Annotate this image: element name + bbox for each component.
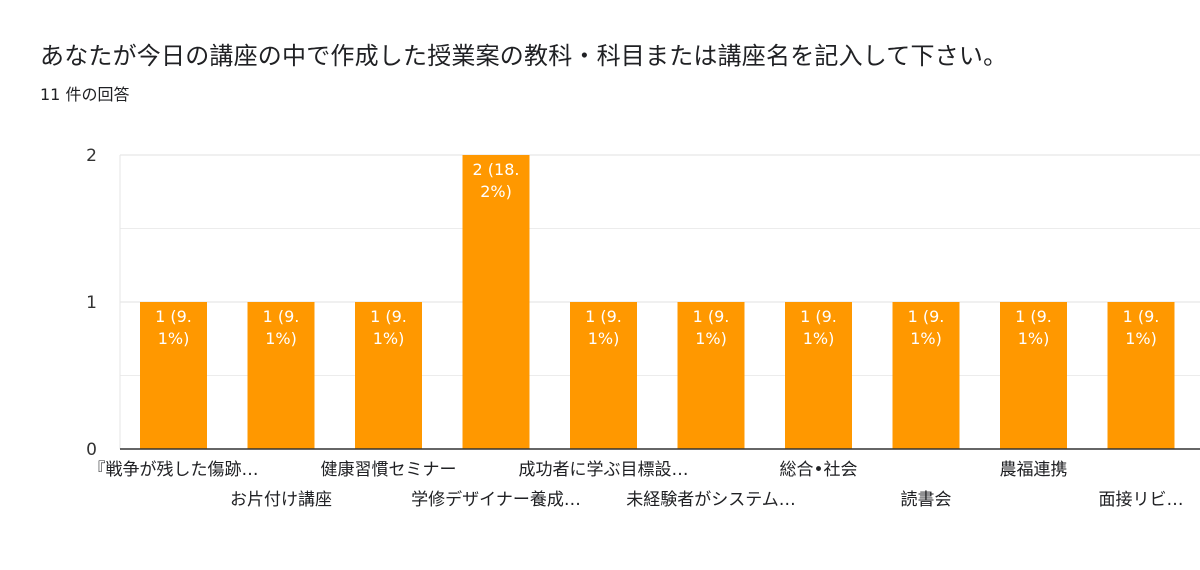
bar-data-label: 2 (18. — [473, 160, 520, 179]
bar — [355, 302, 422, 449]
bar-data-label: 1%) — [695, 329, 727, 348]
question-title: あなたが今日の講座の中で作成した授業案の教科・科目または講座名を記入して下さい。 — [40, 42, 1008, 70]
x-tick-label: 読書会 — [901, 490, 952, 510]
bar-data-label: 1%) — [803, 329, 835, 348]
bar — [1107, 302, 1175, 449]
x-tick-label: 『戦争が残した傷跡… — [89, 460, 259, 480]
bar-data-label: 1 (9. — [155, 307, 192, 326]
bar-data-label: 1 (9. — [1123, 307, 1160, 326]
x-tick-label: 学修デザイナー養成… — [411, 489, 581, 510]
bar — [892, 302, 960, 449]
bar — [785, 302, 852, 449]
x-tick-label: お片付け講座 — [230, 490, 332, 510]
x-tick-label: 面接リビ… — [1099, 490, 1184, 510]
x-tick-label: 農福連携 — [1000, 460, 1068, 480]
x-tick-label: 総合•社会 — [779, 460, 857, 480]
x-tick-label: 健康習慣セミナー — [321, 460, 457, 480]
bar-data-label: 1%) — [1018, 329, 1050, 348]
bar-data-label: 1 (9. — [908, 307, 945, 326]
bar — [1000, 302, 1067, 449]
bar-data-label: 1 (9. — [585, 307, 622, 326]
bar-data-label: 1%) — [910, 329, 942, 348]
bar-data-label: 1%) — [373, 329, 405, 348]
x-tick-label: 未経験者がシステム… — [626, 490, 796, 510]
bar-data-label: 1%) — [588, 329, 620, 348]
bar-data-label: 1%) — [1125, 329, 1157, 348]
bar-data-label: 1 (9. — [263, 307, 300, 326]
bar-data-label: 1 (9. — [1015, 307, 1052, 326]
bar-data-label: 1 (9. — [370, 307, 407, 326]
y-tick-label: 2 — [86, 146, 97, 166]
bar — [677, 302, 745, 449]
bar — [570, 302, 637, 449]
bar — [247, 302, 315, 449]
x-tick-label: 成功者に学ぶ目標設… — [519, 460, 689, 480]
bar-data-label: 2%) — [480, 182, 512, 201]
bar — [462, 155, 530, 449]
y-tick-label: 1 — [86, 293, 97, 313]
bar-data-label: 1%) — [158, 329, 190, 348]
bar-data-label: 1%) — [265, 329, 297, 348]
y-tick-label: 0 — [86, 440, 97, 460]
bar — [140, 302, 207, 449]
bar-data-label: 1 (9. — [800, 307, 837, 326]
bar-data-label: 1 (9. — [693, 307, 730, 326]
response-count: 11 件の回答 — [40, 85, 130, 104]
